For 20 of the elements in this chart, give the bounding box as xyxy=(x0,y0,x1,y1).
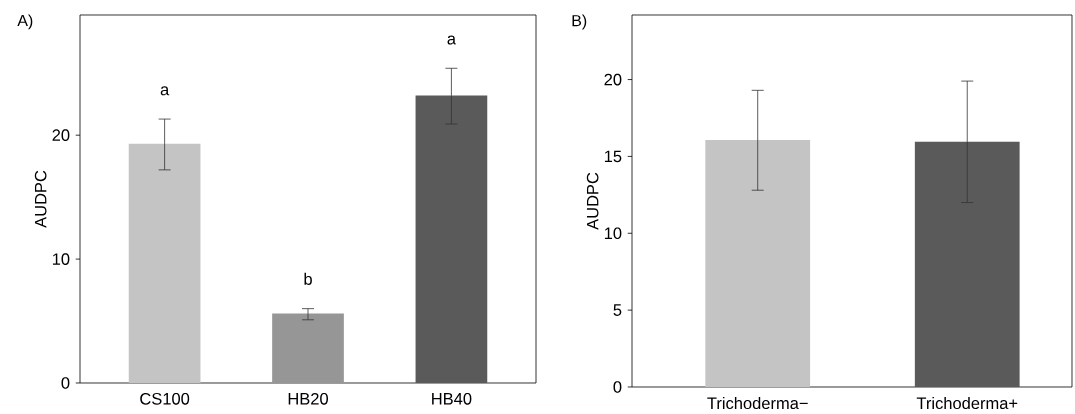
annotation: a xyxy=(447,35,456,45)
y-tick-label: 20 xyxy=(52,129,70,142)
x-tick-label: Trichoderma+ xyxy=(916,396,1018,410)
chart-title: A) xyxy=(17,14,33,30)
chart-title: B) xyxy=(572,14,587,30)
annotation: a xyxy=(160,86,170,96)
x-tick-label: Trichoderma− xyxy=(707,396,808,410)
annotation: b xyxy=(304,272,312,285)
y-tick-label: 20 xyxy=(604,73,622,86)
y-axis-title: AUDPC xyxy=(586,172,599,230)
y-tick-label: 10 xyxy=(604,227,622,240)
y-axis-title: AUDPC xyxy=(34,170,47,228)
y-tick-label: 0 xyxy=(613,381,622,393)
y-tick-label: 10 xyxy=(52,253,70,265)
y-tick-label: 5 xyxy=(613,304,622,316)
y-tick-label: 0 xyxy=(61,377,70,389)
y-tick-label: 15 xyxy=(604,150,622,163)
x-tick-label: HB20 xyxy=(288,392,328,405)
x-tick-label: CS100 xyxy=(140,392,190,405)
x-tick-label: HB40 xyxy=(432,392,472,405)
